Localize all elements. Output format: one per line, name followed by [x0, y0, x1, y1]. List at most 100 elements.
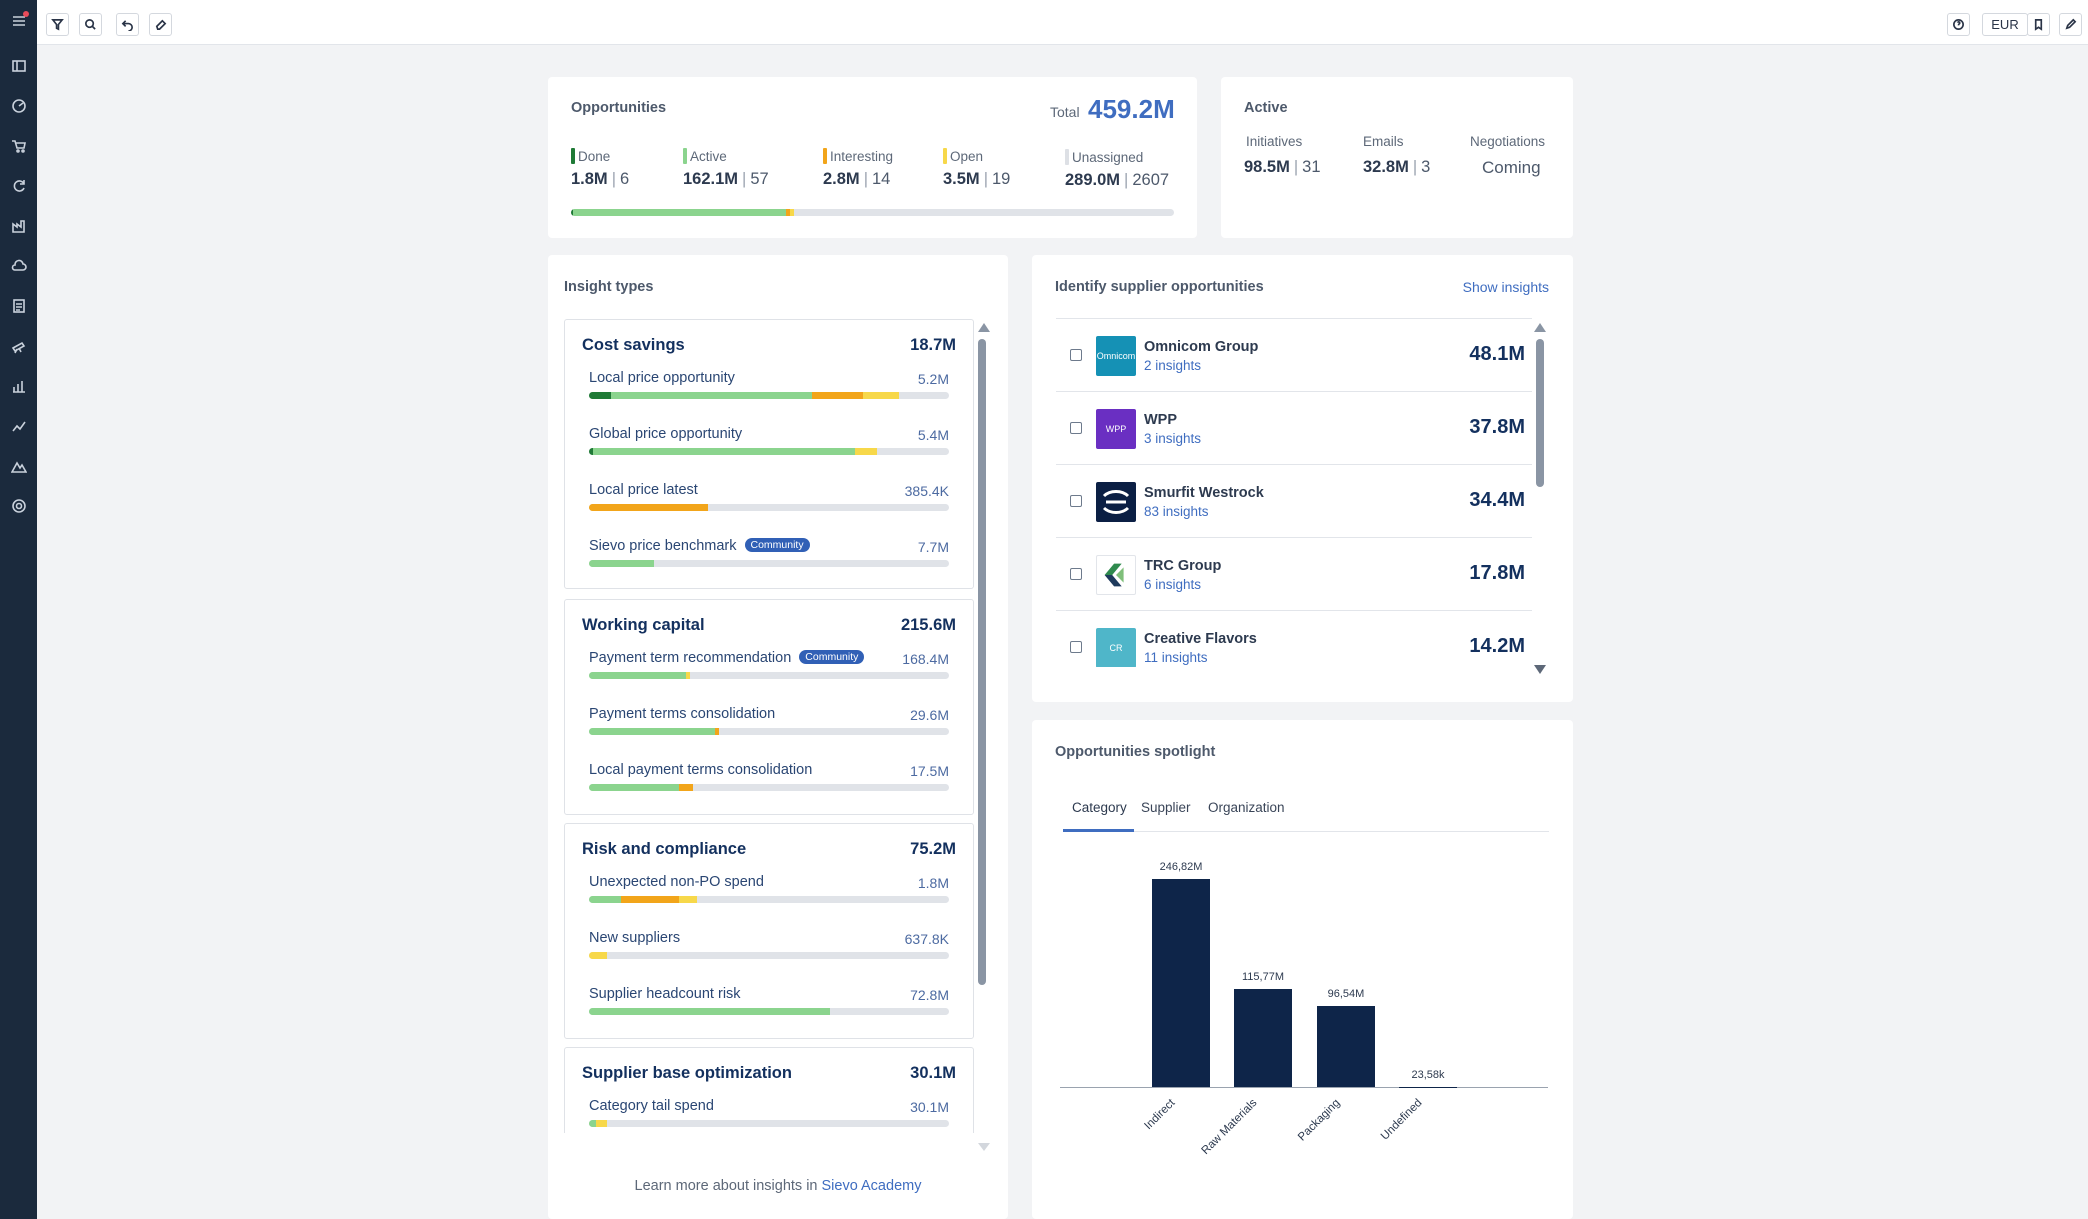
supplier-list-top-border: [1056, 318, 1532, 319]
insight-row-sievo-price-benchmark[interactable]: Sievo price benchmark Community 7.7M: [565, 538, 973, 586]
active-tab-underline: [1063, 829, 1134, 832]
bar-packaging[interactable]: [1317, 1005, 1375, 1087]
insight-progress-bar: [589, 784, 949, 791]
insight-progress-bar: [589, 672, 949, 679]
insight-label-text: Local payment terms consolidation: [589, 762, 813, 778]
landscape-icon[interactable]: [8, 455, 29, 476]
supplier-insights-link[interactable]: 2 insights: [1144, 358, 1202, 373]
analytics-icon[interactable]: [8, 95, 29, 116]
legend-color-mark: [943, 148, 947, 164]
supplier-name[interactable]: Omnicom Group: [1144, 339, 1259, 355]
supplier-name[interactable]: Smurfit Westrock: [1144, 485, 1264, 501]
value: 32.8M: [1363, 158, 1409, 176]
tab-organization[interactable]: Organization: [1208, 800, 1285, 815]
insight-row-category-tail-spend[interactable]: Category tail spend 30.1M: [565, 1098, 973, 1133]
insight-row-global-price-opportunity[interactable]: Global price opportunity 5.4M: [565, 426, 973, 474]
supplier-name[interactable]: WPP: [1144, 412, 1178, 428]
supplier-checkbox[interactable]: [1070, 641, 1082, 653]
group-title[interactable]: Working capital: [582, 616, 705, 634]
supplier-insights-link[interactable]: 6 insights: [1144, 577, 1202, 592]
insight-value: 29.6M: [910, 707, 949, 723]
supplier-checkbox[interactable]: [1070, 495, 1082, 507]
supplier-name[interactable]: TRC Group: [1144, 558, 1222, 574]
insight-scrollbar[interactable]: [976, 323, 990, 1151]
report-icon[interactable]: [8, 295, 29, 316]
bar-data-label: 115,77M: [1242, 971, 1284, 984]
scrollbar-thumb[interactable]: [978, 339, 986, 985]
supplier-checkbox[interactable]: [1070, 422, 1082, 434]
supplier-opportunities-title: Identify supplier opportunities: [1055, 279, 1264, 295]
progress-segment: [715, 728, 719, 735]
supplier-scrollbar[interactable]: [1533, 323, 1547, 675]
bookmark-button[interactable]: [2027, 13, 2050, 36]
supplier-insights-link[interactable]: 83 insights: [1144, 504, 1209, 519]
insight-row-unexpected-non-po-spend[interactable]: Unexpected non-PO spend 1.8M: [565, 874, 973, 922]
undo-icon: [121, 20, 133, 31]
bar-undefined[interactable]: [1399, 1086, 1457, 1087]
insight-row-local-price-opportunity[interactable]: Local price opportunity 5.2M: [565, 370, 973, 418]
filter-button[interactable]: [46, 13, 69, 36]
sievo-academy-link[interactable]: Sievo Academy: [821, 1178, 922, 1194]
telescope-icon[interactable]: [8, 335, 29, 356]
legend-count: 6: [619, 170, 630, 188]
supplier-row-omnicom-group[interactable]: Omnicom Omnicom Group 2 insights 48.1M: [1056, 319, 1532, 392]
settings-icon[interactable]: [8, 495, 29, 516]
insight-row-payment-terms-consolidation[interactable]: Payment terms consolidation 29.6M: [565, 706, 973, 754]
insight-label-text: Supplier headcount risk: [589, 986, 741, 1002]
undo-button[interactable]: [116, 13, 139, 36]
legend-count: 2607: [1132, 171, 1170, 189]
insight-label-text: Local price opportunity: [589, 370, 735, 386]
group-title[interactable]: Supplier base optimization: [582, 1064, 792, 1082]
supplier-checkbox[interactable]: [1070, 568, 1082, 580]
insight-row-new-suppliers[interactable]: New suppliers 637.8K: [565, 930, 973, 978]
supplier-insights-link[interactable]: 3 insights: [1144, 431, 1202, 446]
insight-group-supplier-base-optimization: Supplier base optimization 30.1M Category …: [564, 1047, 974, 1133]
cloud-icon[interactable]: [8, 255, 29, 276]
supplier-row-smurfit-westrock[interactable]: Smurfit Westrock 83 insights 34.4M: [1056, 465, 1532, 538]
cart-icon[interactable]: [8, 135, 29, 156]
insight-row-payment-term-recommendation[interactable]: Payment term recommendation Community 168.…: [565, 650, 973, 698]
insight-row-supplier-headcount-risk[interactable]: Supplier headcount risk 72.8M: [565, 986, 973, 1034]
count: 31: [1302, 158, 1321, 176]
factory-icon[interactable]: [8, 215, 29, 236]
scroll-up-icon[interactable]: [978, 323, 990, 332]
wpp-logo-icon: WPP: [1096, 409, 1136, 449]
dashboard-icon[interactable]: [8, 55, 29, 76]
tab-supplier[interactable]: Supplier: [1141, 800, 1191, 815]
trend-icon[interactable]: [8, 415, 29, 436]
supplier-row-creative-flavors[interactable]: CR Creative Flavors 11 insights 14.2M: [1056, 611, 1532, 667]
bar-chart-icon[interactable]: [8, 375, 29, 396]
progress-segment-done: [571, 209, 574, 216]
search-button[interactable]: [79, 13, 102, 36]
tab-category[interactable]: Category: [1072, 800, 1127, 815]
legend-label: Active: [690, 149, 727, 164]
show-insights-link[interactable]: Show insights: [1462, 279, 1549, 295]
legend-amount: 1.8M: [571, 170, 608, 188]
menu-icon[interactable]: [8, 10, 29, 31]
supplier-insights-link[interactable]: 11 insights: [1144, 650, 1208, 665]
supplier-checkbox[interactable]: [1070, 349, 1082, 361]
supplier-row-trc-group[interactable]: TRC Group 6 insights 17.8M: [1056, 538, 1532, 611]
separator: |: [863, 170, 868, 188]
help-button[interactable]: [1947, 13, 1970, 36]
insight-row-local-payment-terms-consolidation[interactable]: Local payment terms consolidation 17.5M: [565, 762, 973, 810]
group-title[interactable]: Risk and compliance: [582, 840, 747, 858]
group-title[interactable]: Cost savings: [582, 336, 685, 354]
progress-segment: [589, 448, 593, 455]
scroll-up-icon[interactable]: [1534, 323, 1546, 332]
logo-text: WPP: [1105, 424, 1127, 434]
bar-indirect[interactable]: [1152, 879, 1210, 1087]
scrollbar-thumb[interactable]: [1536, 339, 1544, 487]
refresh-icon[interactable]: [8, 175, 29, 196]
supplier-name[interactable]: Creative Flavors: [1144, 631, 1257, 647]
insight-label-text: Global price opportunity: [589, 426, 743, 442]
insight-group-working-capital: Working capital 215.6M Payment term recomm…: [564, 599, 974, 815]
scroll-down-icon[interactable]: [978, 1143, 990, 1151]
insight-row-local-price-latest[interactable]: Local price latest 385.4K: [565, 482, 973, 530]
insight-label-text: New suppliers: [589, 930, 681, 946]
edit-button[interactable]: [2059, 13, 2082, 36]
bar-raw-materials[interactable]: [1234, 989, 1292, 1087]
supplier-row-wpp[interactable]: WPP WPP 3 insights 37.8M: [1056, 392, 1532, 465]
scroll-down-icon[interactable]: [1534, 665, 1546, 674]
eraser-button[interactable]: [149, 13, 172, 36]
